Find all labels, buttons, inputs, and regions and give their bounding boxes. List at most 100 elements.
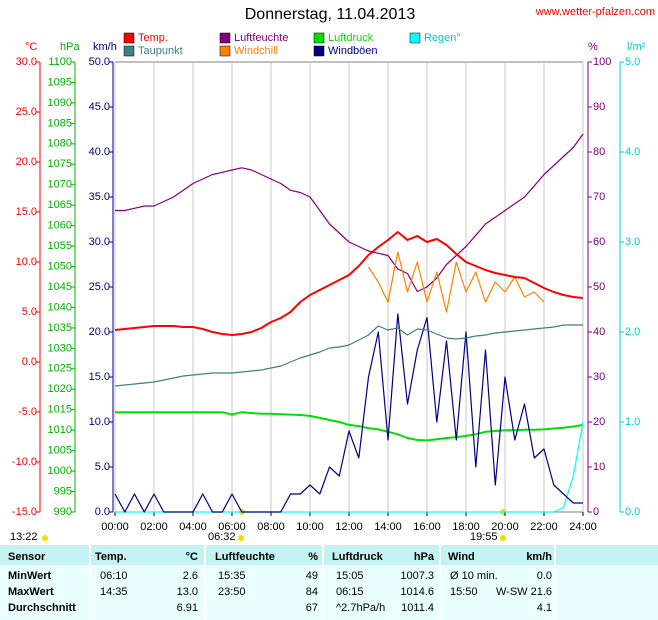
- y-tick-label: 15.0: [16, 206, 37, 218]
- legend-swatch: [123, 45, 135, 57]
- table-cell: 6.91: [177, 602, 198, 614]
- legend-label: Windböen: [328, 45, 378, 57]
- y-tick-label: 1100: [48, 56, 72, 68]
- y-tick-label: 1080: [48, 138, 72, 150]
- y-tick-label: 995: [54, 485, 72, 497]
- y-tick-label: 50.0: [89, 56, 110, 68]
- moon-icon: [42, 535, 48, 541]
- table-cell: 84: [306, 586, 318, 598]
- source-link[interactable]: www.wetter-pfalzen.com: [535, 6, 655, 18]
- y-tick-label: 1045: [48, 281, 72, 293]
- y-tick-label: 30: [593, 371, 605, 383]
- table-header: Luftdruck: [332, 551, 384, 563]
- y-axis-unit: hPa: [60, 41, 80, 53]
- legend-swatch: [409, 32, 421, 44]
- table-header: Temp.: [95, 551, 127, 563]
- series-line: [115, 133, 584, 293]
- y-tick-label: 90: [593, 101, 605, 113]
- x-tick-label: 22:00: [530, 521, 558, 533]
- table-cell: 0.0: [537, 570, 552, 582]
- y-tick-label: 2.0: [625, 326, 640, 338]
- y-tick-label: 10: [593, 461, 605, 473]
- sunset-icon: [500, 535, 506, 541]
- x-tick-label: 16:00: [413, 521, 441, 533]
- table-header: km/h: [526, 551, 552, 563]
- y-tick-label: 25.0: [16, 106, 37, 118]
- table-cell: 15:50: [450, 586, 478, 598]
- moon-time: 13:22: [10, 531, 38, 543]
- y-axis-unit: l/m²: [627, 41, 646, 53]
- x-tick-label: 14:00: [374, 521, 402, 533]
- legend-swatch: [219, 32, 231, 44]
- table-cell: 1011.4: [401, 602, 434, 614]
- legend-swatch: [219, 45, 231, 57]
- y-tick-label: 1025: [48, 363, 72, 375]
- legend-label: Regen°: [424, 32, 461, 44]
- table-cell: 14:35: [100, 586, 128, 598]
- y-tick-label: 1050: [48, 260, 72, 272]
- y-tick-label: 40: [593, 326, 605, 338]
- table-cell: Ø 10 min.: [450, 570, 498, 582]
- y-tick-label: 60: [593, 236, 605, 248]
- y-tick-label: 35.0: [89, 191, 110, 203]
- table-cell: 1014.6: [400, 586, 434, 598]
- stats-table: Sensor Temp. °C Luftfeuchte% Luftdruck hPa Win…: [0, 545, 658, 620]
- y-tick-label: 1065: [48, 199, 72, 211]
- y-tick-label: 1.0: [625, 416, 640, 428]
- y-tick-label: 20: [593, 416, 605, 428]
- y-tick-label: 1070: [48, 179, 72, 191]
- x-tick-label: 04:00: [179, 521, 207, 533]
- table-cell: 15:05: [336, 570, 364, 582]
- legend-label: Taupunkt: [138, 45, 183, 57]
- table-header: Luftfeuchte: [215, 551, 275, 563]
- y-tick-label: 1040: [48, 301, 72, 313]
- y-tick-label: 10.0: [89, 416, 110, 428]
- table-header: %: [308, 551, 318, 563]
- legend-swatch: [313, 32, 325, 44]
- table-cell: ^2.7hPa/h: [336, 602, 385, 614]
- y-axis-unit: %: [588, 41, 598, 53]
- table-cell: 67: [306, 602, 318, 614]
- y-tick-label: 1075: [48, 158, 72, 170]
- table-cell: 06:10: [100, 570, 128, 582]
- series-line: [114, 313, 583, 513]
- x-tick-label: 02:00: [140, 521, 168, 533]
- y-tick-label: -15.0: [12, 506, 37, 518]
- y-tick-label: 20.0: [89, 326, 110, 338]
- y-tick-label: 1005: [48, 445, 72, 457]
- table-cell: MinWert: [8, 570, 52, 582]
- table-cell: MaxWert: [8, 586, 54, 598]
- sunrise-icon: [238, 535, 244, 541]
- y-tick-label: 1060: [48, 220, 72, 232]
- y-tick-label: 1090: [48, 97, 72, 109]
- y-tick-label: 50: [593, 281, 605, 293]
- legend-label: Luftdruck: [328, 32, 374, 44]
- y-tick-label: -5.0: [18, 406, 37, 418]
- series-line: [114, 231, 584, 336]
- y-tick-label: 990: [54, 506, 72, 518]
- y-tick-label: -10.0: [12, 456, 37, 468]
- table-cell: 1007.3: [400, 570, 434, 582]
- series-line: [115, 411, 584, 442]
- y-tick-label: 1055: [48, 240, 72, 252]
- table-cell: W-SW 21.6: [496, 586, 552, 598]
- y-tick-label: 1000: [48, 465, 72, 477]
- table-header: Wind: [448, 551, 475, 563]
- table-header: hPa: [414, 551, 435, 563]
- table-header: °C: [186, 551, 198, 563]
- y-tick-label: 3.0: [625, 236, 640, 248]
- chart-title: Donnerstag, 11.04.2013: [245, 6, 416, 23]
- y-tick-label: 30.0: [16, 56, 37, 68]
- sunrise-time: 06:32: [208, 531, 236, 543]
- y-tick-label: 0.0: [22, 356, 37, 368]
- y-axis-unit: °C: [25, 41, 37, 53]
- table-cell: 06:15: [336, 586, 364, 598]
- y-tick-label: 1085: [48, 117, 72, 129]
- y-tick-label: 70: [593, 191, 605, 203]
- x-tick-label: 18:00: [452, 521, 480, 533]
- y-tick-label: 0: [593, 506, 599, 518]
- x-tick-label: 06:00: [218, 521, 246, 533]
- x-tick-label: 20:00: [491, 521, 519, 533]
- x-tick-label: 12:00: [335, 521, 363, 533]
